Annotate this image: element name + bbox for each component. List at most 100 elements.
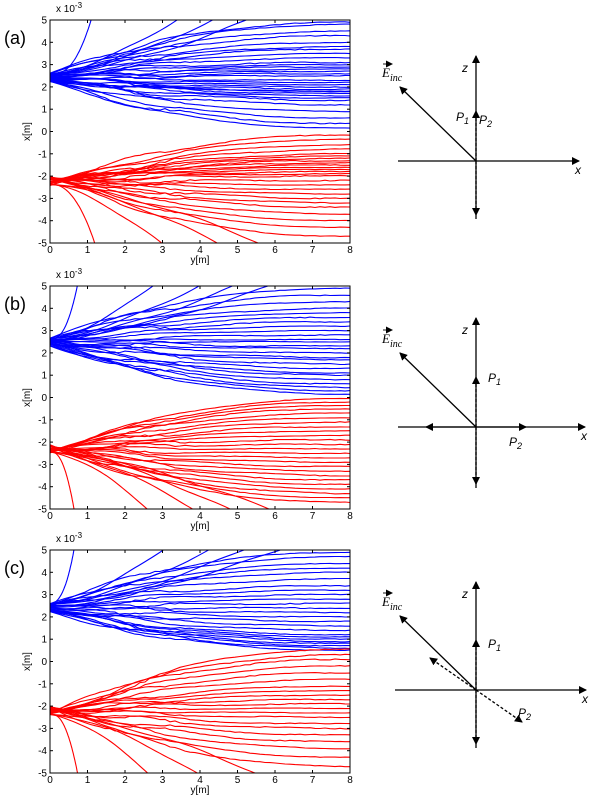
- exponent-power: -3: [75, 531, 83, 540]
- series-line: [50, 311, 350, 340]
- charts: (a) 0 1 2 3 4 5 6 7 8 5 4 3 2 1 0 -1 -2 -3 -4 -5 y[m] x[m] x 10…: [4, 1, 353, 796]
- series-line: [50, 412, 350, 452]
- series-line-exit: [50, 713, 257, 773]
- series-line: [50, 80, 350, 119]
- series-line: [50, 705, 350, 758]
- series-line: [50, 606, 350, 614]
- p1-subscript: 1: [496, 643, 501, 653]
- series-line: [50, 344, 350, 392]
- z-axis-label: z: [461, 587, 468, 601]
- series-line: [50, 170, 350, 182]
- p2-label: P2: [509, 435, 522, 451]
- series-line: [50, 397, 350, 453]
- series-line: [50, 404, 350, 453]
- series-line-exit: [50, 286, 234, 339]
- x-tick-label: 6: [272, 245, 278, 256]
- x-tick-label: 0: [47, 775, 53, 786]
- p2-label: P2: [479, 113, 492, 129]
- series-line: [50, 342, 350, 361]
- series-line: [50, 571, 350, 605]
- series-line: [50, 610, 350, 647]
- series-line: [50, 66, 350, 79]
- series-line: [50, 598, 350, 609]
- y-tick-label: 5: [41, 16, 47, 27]
- x-tick-label: 0: [47, 511, 53, 522]
- y-tick-label: 1: [41, 371, 47, 382]
- series-line: [50, 178, 350, 186]
- polarization-diagram-2: z x Einc P1 P2: [381, 317, 588, 488]
- e-inc-subscript: inc: [390, 602, 403, 613]
- y-tick-label: 3: [41, 326, 47, 337]
- x-tick-label: 4: [197, 775, 203, 786]
- y-tick-label: 2: [41, 612, 47, 623]
- p1-subscript: 1: [464, 116, 469, 126]
- y-tick-label: -3: [38, 724, 47, 735]
- y-tick-label: -3: [38, 194, 47, 205]
- x-tick-label: 7: [310, 775, 316, 786]
- y-tick-label: 4: [41, 568, 47, 579]
- panel-label: (c): [4, 558, 25, 578]
- series-line: [50, 653, 350, 714]
- exponent-label: x 10-3: [56, 267, 83, 281]
- x-axis-label: x: [581, 692, 589, 706]
- series-line: [50, 672, 350, 715]
- series-line: [50, 665, 350, 714]
- series-line: [50, 702, 350, 713]
- series-line: [50, 551, 350, 606]
- diagrams: z x Einc P1 P2 z x Einc P1 P2 z x Einc P1 P2: [381, 55, 589, 748]
- exponent-power: -3: [75, 267, 83, 276]
- x-tick-label: 5: [235, 775, 241, 786]
- series-line: [50, 334, 350, 342]
- series-line: [50, 408, 350, 453]
- y-tick-label: -4: [38, 216, 47, 227]
- series-line-exit: [50, 713, 149, 773]
- series-line: [50, 78, 350, 92]
- y-tick-label: 3: [41, 590, 47, 601]
- series-line: [50, 706, 350, 712]
- series-line-exit: [50, 286, 154, 339]
- series-line: [50, 706, 350, 768]
- series-line: [50, 584, 350, 608]
- series-line: [50, 325, 350, 341]
- series-line: [50, 134, 350, 187]
- series-line: [50, 80, 350, 129]
- series-line: [50, 155, 350, 183]
- series-line-exit: [50, 713, 79, 773]
- y-axis-label: x[m]: [22, 122, 33, 141]
- series-line: [50, 343, 350, 389]
- chart-panel-2: (b) 0 1 2 3 4 5 6 7 8 5 4 3 2 1 0 -1 -2 -3 -4 -5 y[m] x[m] x 10…: [4, 267, 353, 532]
- series-line: [50, 80, 350, 102]
- series-line: [50, 23, 350, 75]
- e-inc-label: Einc: [381, 65, 403, 84]
- y-tick-label: -5: [38, 239, 47, 250]
- series-line-exit: [50, 451, 75, 509]
- x-tick-label: 8: [347, 511, 353, 522]
- y-tick-label: 4: [41, 38, 47, 49]
- y-tick-label: 2: [41, 348, 47, 359]
- p1-label: P1: [456, 110, 469, 126]
- series-line: [50, 144, 350, 185]
- z-axis-label: z: [461, 61, 468, 75]
- series-line-exit: [50, 20, 179, 75]
- y-tick-label: 0: [41, 657, 47, 668]
- y-axis-label: x[m]: [22, 652, 33, 671]
- series-line: [50, 604, 350, 611]
- y-tick-label: -4: [38, 482, 47, 493]
- series-line: [50, 340, 350, 348]
- series-line: [50, 708, 350, 714]
- series-line: [50, 610, 350, 643]
- series-line: [50, 78, 350, 91]
- series-line: [50, 345, 350, 395]
- x-axis-label: y[m]: [191, 521, 210, 532]
- series-line: [50, 698, 350, 713]
- x-tick-label: 7: [310, 245, 316, 256]
- p2-arrow-opposite: [429, 657, 477, 691]
- series-line-exit: [50, 183, 163, 243]
- series-line: [50, 577, 350, 606]
- p1-subscript: 1: [496, 377, 501, 387]
- series-line: [50, 72, 350, 80]
- series-line-exit: [50, 451, 271, 509]
- series-line: [50, 74, 350, 80]
- y-tick-label: 1: [41, 635, 47, 646]
- series-line: [50, 709, 350, 719]
